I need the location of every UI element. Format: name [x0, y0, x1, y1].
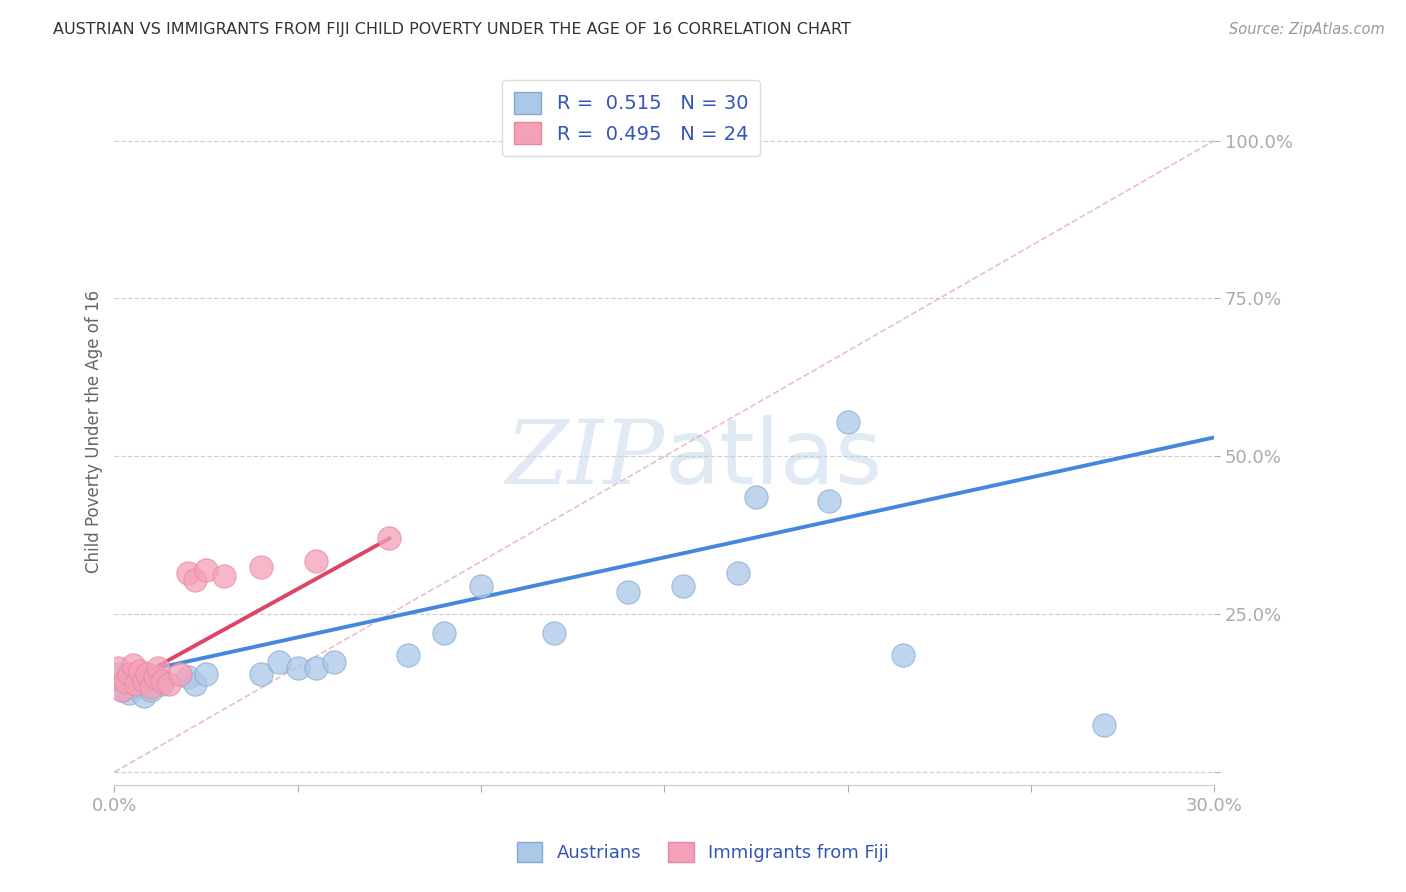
Point — [177, 670, 200, 684]
Point — [143, 670, 166, 684]
Point — [150, 673, 173, 688]
Point — [195, 667, 218, 681]
Legend: R =  0.515   N = 30, R =  0.495   N = 24: R = 0.515 N = 30, R = 0.495 N = 24 — [502, 80, 761, 156]
Point — [396, 648, 419, 663]
Point — [269, 655, 291, 669]
Point — [150, 676, 173, 690]
Point — [745, 491, 768, 505]
Point — [148, 661, 170, 675]
Point — [139, 680, 162, 694]
Point — [118, 686, 141, 700]
Text: ZIP: ZIP — [505, 416, 664, 503]
Point — [543, 626, 565, 640]
Point — [184, 573, 207, 587]
Point — [287, 661, 309, 675]
Legend: Austrians, Immigrants from Fiji: Austrians, Immigrants from Fiji — [510, 834, 896, 870]
Text: AUSTRIAN VS IMMIGRANTS FROM FIJI CHILD POVERTY UNDER THE AGE OF 16 CORRELATION C: AUSTRIAN VS IMMIGRANTS FROM FIJI CHILD P… — [53, 22, 851, 37]
Point — [305, 661, 328, 675]
Point — [129, 673, 152, 688]
Point — [305, 553, 328, 567]
Point — [139, 683, 162, 698]
Text: Source: ZipAtlas.com: Source: ZipAtlas.com — [1229, 22, 1385, 37]
Point — [433, 626, 456, 640]
Point — [214, 569, 236, 583]
Y-axis label: Child Poverty Under the Age of 16: Child Poverty Under the Age of 16 — [86, 290, 103, 573]
Point — [111, 683, 134, 698]
Point — [111, 683, 134, 698]
Point — [177, 566, 200, 581]
Point — [132, 690, 155, 704]
Point — [1092, 718, 1115, 732]
Point — [125, 676, 148, 690]
Point — [129, 664, 152, 678]
Point — [107, 661, 129, 675]
Point — [184, 676, 207, 690]
Point — [672, 579, 695, 593]
Point — [818, 493, 841, 508]
Point — [837, 415, 859, 429]
Point — [136, 667, 159, 681]
Point — [891, 648, 914, 663]
Point — [727, 566, 749, 581]
Point — [114, 673, 136, 688]
Point — [616, 585, 638, 599]
Point — [114, 673, 136, 688]
Point — [470, 579, 492, 593]
Point — [250, 667, 273, 681]
Point — [157, 676, 180, 690]
Point — [132, 673, 155, 688]
Point — [169, 667, 191, 681]
Point — [195, 563, 218, 577]
Point — [378, 532, 401, 546]
Point — [125, 676, 148, 690]
Text: atlas: atlas — [664, 416, 883, 503]
Point — [107, 667, 129, 681]
Point — [250, 560, 273, 574]
Point — [121, 680, 143, 694]
Point — [118, 667, 141, 681]
Point — [323, 655, 346, 669]
Point — [121, 657, 143, 672]
